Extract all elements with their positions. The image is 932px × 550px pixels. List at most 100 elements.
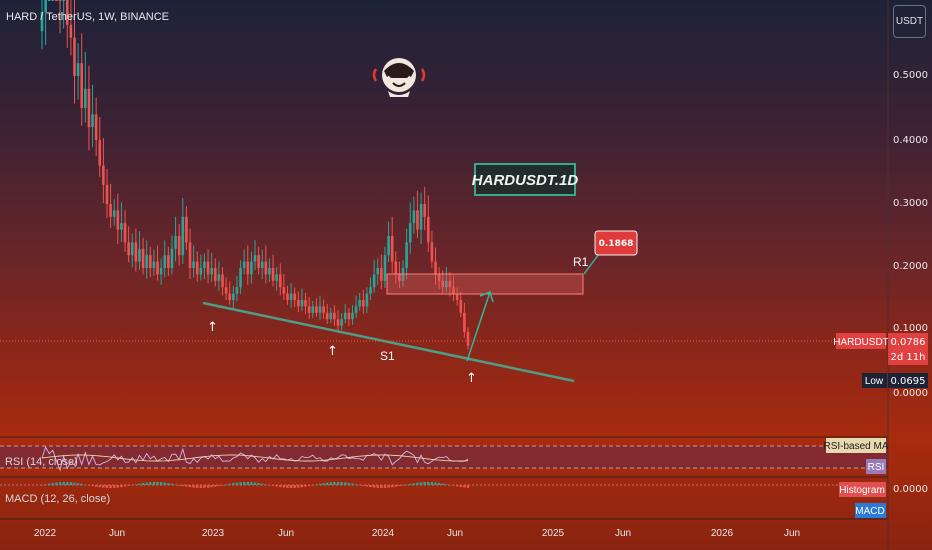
macd-bar [91,485,94,487]
price-tick: 0.3000 [893,198,928,209]
candle-body [275,274,278,281]
candle-body [362,300,365,307]
current-symbol-tag [836,333,886,349]
candle-body [91,114,94,128]
macd-bar [228,483,231,485]
macd-bar [434,482,437,485]
macd-tag [855,503,886,518]
candle-body [387,236,390,256]
candle-body [163,255,167,268]
macd-bar [134,484,138,485]
macd-bar [94,485,98,487]
macd-bar [354,484,358,485]
macd-bar [362,485,365,486]
macd-bar [80,483,83,485]
macd-bar [214,485,217,487]
candle-body [199,268,203,275]
macd-bar [217,485,221,486]
current-price-tag [888,333,928,365]
candle-body [228,293,232,300]
macd-bar [73,482,76,485]
macd-bar [58,482,62,485]
macd-bar [138,483,141,485]
candle-body [322,306,325,313]
macd-bar [445,484,448,485]
rsi-lines [41,445,469,472]
macd-bar [159,482,163,485]
macd-bar [87,485,91,486]
candle-body [315,306,318,313]
candle-body [390,236,394,262]
macd-zero-tick: 0.0000 [893,484,928,495]
macd-bar [102,485,105,488]
candle-body [329,312,333,320]
candle-body [250,261,253,275]
candle-body [152,261,156,268]
macd-title[interactable]: MACD (12, 26, close) [5,493,110,505]
macd-bar [416,482,419,485]
macd-bar [242,482,246,485]
macd-bar [141,483,145,485]
macd-bar [398,485,401,487]
candle-body [354,306,358,313]
candle-body [423,204,426,217]
candle-body [239,268,242,288]
macd-bar [336,482,340,485]
macd-bar [221,485,224,486]
macd-bar [344,482,347,485]
candle-body [134,242,138,262]
macd-bar [250,482,253,485]
macd-bar [340,482,343,485]
macd-bar [275,485,278,487]
macd-bar [105,485,109,488]
candle-body [242,261,246,268]
candle-body [430,242,434,262]
macd-bar [62,482,65,485]
candle-body [94,114,98,140]
macd-bar [149,482,152,485]
chart-title[interactable]: HARD / TetherUS, 1W, BINANCE [6,11,170,23]
price-tick: 0.4000 [893,135,928,146]
macd-bar [304,485,307,487]
macd-bar [430,482,434,485]
candle-body [369,287,372,294]
macd-bar [376,485,379,488]
candle-body [174,236,177,249]
candle-body [380,268,383,281]
arrow-up-icon: ↑ [207,320,218,335]
macd-bar [109,485,112,488]
macd-bar [174,484,177,486]
symbol-box-frame[interactable] [474,163,576,196]
price-tick: 0.0000 [893,388,928,399]
macd-bar [387,485,390,488]
low-label: Low [865,376,884,387]
candle-body [264,261,268,275]
candle-body [120,223,123,230]
candle-body [466,332,470,346]
r1-callout-box[interactable] [594,230,638,256]
rsi-title[interactable]: RSI (14, close) [5,456,78,468]
macd-bar [351,483,354,485]
macd-bar [329,482,333,485]
macd-bar [181,485,184,486]
time-tick: 2023 [202,528,225,539]
macd-bar [437,482,441,485]
candle-body [130,242,134,256]
macd-bar [297,485,300,488]
resistance-zone[interactable] [386,273,584,295]
candle-body [293,293,297,300]
arrow-up-icon: ↑ [327,344,338,359]
candle-body [398,274,401,281]
macd-bar [326,482,329,485]
candle-body [383,255,387,281]
currency-button[interactable]: USDT [893,5,926,38]
time-tick: Jun [447,528,463,539]
r1-callout-connector [583,253,600,275]
candle-body [405,242,408,268]
macd-bar [199,485,203,488]
candle-body [149,255,152,268]
candle-body [448,280,452,288]
support-trendline[interactable] [202,301,575,383]
